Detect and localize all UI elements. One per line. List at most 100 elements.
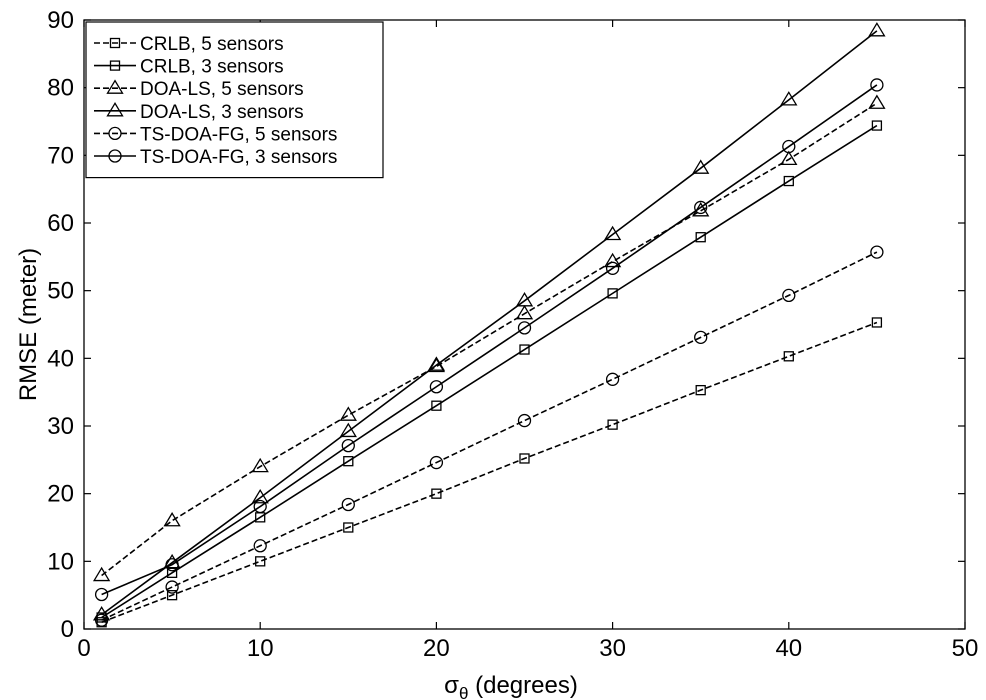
legend-marker xyxy=(109,37,121,49)
data-point xyxy=(780,150,798,166)
series-line xyxy=(101,251,878,621)
y-tick-label: 60 xyxy=(47,210,74,237)
data-point xyxy=(517,321,532,335)
data-point xyxy=(694,200,708,215)
series-3 xyxy=(92,94,886,582)
data-point xyxy=(695,384,706,396)
legend-item: CRLB, 3 sensors xyxy=(94,57,284,78)
data-point xyxy=(341,497,355,512)
y-tick-label: 80 xyxy=(47,75,74,102)
data-point xyxy=(431,400,442,411)
y-tick-label: 50 xyxy=(47,278,74,305)
legend-item: TS-DOA-FG, 5 sensors xyxy=(94,124,337,145)
data-point xyxy=(603,225,622,241)
y-tick-label: 70 xyxy=(47,142,74,169)
x-axis-label-subscript: θ xyxy=(459,684,468,700)
data-point xyxy=(517,413,532,428)
data-point xyxy=(782,139,796,154)
series-line xyxy=(101,30,878,616)
data-point xyxy=(868,22,886,37)
data-point xyxy=(605,261,620,275)
x-tick-label: 0 xyxy=(77,635,90,662)
data-point xyxy=(429,455,444,470)
data-point xyxy=(165,580,179,594)
data-point xyxy=(603,252,622,268)
data-point xyxy=(605,372,620,386)
data-point xyxy=(166,590,178,601)
series-6 xyxy=(94,78,884,602)
legend-box xyxy=(85,21,384,179)
series-1 xyxy=(96,317,883,628)
x-axis-label-symbol: σ xyxy=(444,672,459,699)
legend-marker xyxy=(109,60,121,71)
legend-marker xyxy=(106,102,124,117)
data-point xyxy=(429,380,444,394)
data-point xyxy=(519,453,530,464)
data-point xyxy=(427,356,446,371)
series-line xyxy=(101,102,878,577)
x-tick-label: 50 xyxy=(952,635,979,662)
data-point xyxy=(515,304,534,320)
data-point xyxy=(519,344,530,355)
data-point xyxy=(339,406,357,421)
legend-label: TS-DOA-FG, 5 sensors xyxy=(140,124,337,145)
x-axis-label: σθ (degrees) xyxy=(444,672,578,700)
y-tick-label: 40 xyxy=(47,345,74,372)
legend-label: DOA-LS, 3 sensors xyxy=(140,102,304,123)
y-tick-label: 10 xyxy=(47,548,74,575)
data-point xyxy=(870,245,884,259)
legend-item: CRLB, 5 sensors xyxy=(94,34,284,55)
data-point xyxy=(868,94,886,109)
data-point xyxy=(94,613,109,627)
data-point xyxy=(695,232,706,243)
data-point xyxy=(341,438,355,453)
y-tick-label: 20 xyxy=(47,481,74,508)
legend-marker xyxy=(108,149,122,163)
legend-item: DOA-LS, 3 sensors xyxy=(94,102,304,123)
axis-ticks: 0 10 20 30 40 50 0 10 20 30 40 50 60 70 80 90 xyxy=(47,7,978,662)
legend-label: CRLB, 5 sensors xyxy=(140,34,284,55)
x-tick-label: 40 xyxy=(775,635,802,662)
legend-marker xyxy=(106,79,124,94)
data-point xyxy=(92,566,111,582)
data-point xyxy=(427,357,446,373)
data-point xyxy=(782,288,796,303)
y-axis-label: RMSE (meter) xyxy=(15,248,42,401)
series-layer xyxy=(92,22,886,628)
data-point xyxy=(871,120,883,131)
data-point xyxy=(515,292,534,307)
data-point xyxy=(339,422,357,438)
x-tick-label: 20 xyxy=(423,635,450,662)
data-point xyxy=(694,330,708,345)
data-point xyxy=(871,317,883,328)
data-point xyxy=(870,78,884,92)
legend-label: TS-DOA-FG, 3 sensors xyxy=(140,147,337,168)
data-point xyxy=(253,499,267,514)
data-point xyxy=(783,351,794,362)
legend-marker xyxy=(108,126,122,141)
data-point xyxy=(255,556,266,567)
data-point xyxy=(780,91,798,106)
legend-item: DOA-LS, 5 sensors xyxy=(94,79,304,100)
y-tick-label: 0 xyxy=(61,616,74,643)
series-line xyxy=(101,84,878,596)
data-point xyxy=(343,522,354,533)
x-tick-label: 10 xyxy=(247,635,274,662)
legend-label: CRLB, 3 sensors xyxy=(140,57,284,78)
data-point xyxy=(783,175,794,187)
x-tick-label: 30 xyxy=(599,635,626,662)
data-point xyxy=(165,558,179,572)
data-point xyxy=(251,488,269,504)
data-point xyxy=(607,288,618,299)
x-axis-label-text: (degrees) xyxy=(468,672,577,699)
data-point xyxy=(607,419,618,430)
series-line xyxy=(101,321,878,623)
y-tick-label: 30 xyxy=(47,413,74,440)
data-point xyxy=(163,511,181,527)
data-point xyxy=(94,587,109,602)
y-tick-label: 90 xyxy=(47,7,74,34)
series-5 xyxy=(94,245,884,627)
data-point xyxy=(343,456,354,467)
